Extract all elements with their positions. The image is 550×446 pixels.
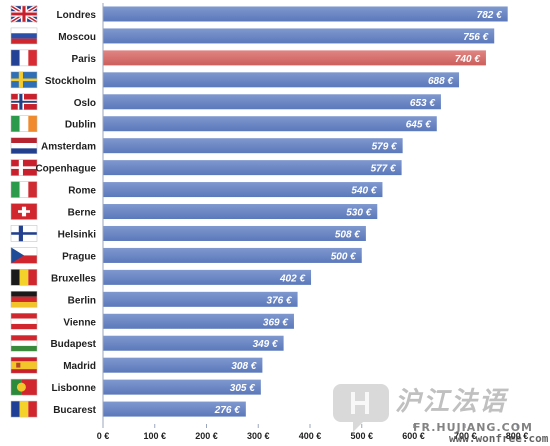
- bar-highlighted: [103, 50, 486, 66]
- bar: [103, 225, 366, 241]
- bar: [103, 94, 441, 110]
- category-label: Madrid: [63, 361, 96, 372]
- bar: [103, 379, 261, 395]
- switzerland-flag-icon: [10, 203, 38, 220]
- category-label: Berne: [68, 208, 97, 219]
- bar: [103, 204, 378, 220]
- category-label: Copenhague: [35, 164, 96, 175]
- data-label: 653 €: [410, 98, 435, 109]
- germany-flag-icon: [10, 291, 38, 308]
- category-label: Prague: [62, 251, 96, 262]
- category-label: Rome: [68, 186, 96, 197]
- category-label: Berlin: [68, 295, 96, 306]
- data-label: 579 €: [372, 142, 397, 153]
- bar: [103, 28, 495, 44]
- romania-flag-icon: [10, 400, 38, 418]
- sweden-flag-icon: [10, 71, 38, 89]
- czech-flag-icon: [10, 247, 38, 264]
- data-label: 688 €: [428, 76, 453, 87]
- x-tick-label: 200 €: [195, 431, 218, 441]
- watermark: 沪江法语 FR.HUJIANG.COM www.wonfree.com: [333, 378, 549, 445]
- data-label: 402 €: [279, 273, 305, 284]
- data-label: 540 €: [351, 186, 376, 197]
- data-label: 577 €: [371, 164, 396, 175]
- data-label: 276 €: [214, 405, 240, 416]
- bar: [103, 116, 437, 132]
- category-label: Oslo: [74, 98, 96, 109]
- ireland-flag-icon: [10, 115, 38, 132]
- x-tick-label: 0 €: [97, 431, 110, 441]
- data-label: 740 €: [455, 54, 480, 65]
- portugal-flag-icon: [10, 378, 38, 396]
- x-tick-label: 100 €: [143, 431, 166, 441]
- spain-flag-icon: [10, 356, 38, 374]
- category-label: Londres: [57, 10, 97, 21]
- category-label: Stockholm: [45, 76, 96, 87]
- category-label: Paris: [72, 54, 97, 65]
- x-tick-label: 500 €: [350, 431, 373, 441]
- bar: [103, 138, 403, 154]
- bar: [103, 291, 298, 307]
- watermark-url-secondary: www.wonfree.com: [449, 432, 549, 445]
- bar: [103, 182, 383, 198]
- bar: [103, 72, 460, 88]
- x-tick-label: 700 €: [454, 431, 477, 441]
- x-tick-label: 400 €: [299, 431, 322, 441]
- category-label: Helsinki: [58, 229, 97, 240]
- france-flag-icon: [10, 49, 38, 67]
- watermark-url: FR.HUJIANG.COM: [413, 421, 533, 434]
- data-label: 349 €: [253, 339, 278, 350]
- bar: [103, 247, 362, 263]
- category-label: Bruxelles: [51, 273, 96, 284]
- uk-flag-icon: [9, 4, 39, 24]
- bar: [103, 357, 263, 373]
- norway-flag-icon: [10, 93, 38, 111]
- denmark-flag-icon: [10, 159, 38, 176]
- data-label: 369 €: [263, 317, 288, 328]
- data-label: 500 €: [331, 251, 356, 262]
- watermark-text: 沪江法语: [395, 387, 508, 417]
- category-label: Budapest: [50, 339, 96, 350]
- x-tick-label: 800 €: [506, 431, 529, 441]
- category-label: Dublin: [65, 120, 96, 131]
- data-label: 782 €: [477, 10, 502, 21]
- italy-flag-icon: [10, 181, 38, 198]
- data-label: 645 €: [406, 120, 431, 131]
- category-label: Bucarest: [53, 405, 96, 416]
- category-label: Vienne: [63, 317, 96, 328]
- x-tick-label: 600 €: [402, 431, 425, 441]
- x-tick-label: 300 €: [247, 431, 270, 441]
- data-label: 308 €: [231, 361, 256, 372]
- netherlands-flag-icon: [10, 137, 38, 154]
- bar: [103, 313, 294, 329]
- bar: [103, 6, 508, 22]
- russia-flag-icon: [10, 27, 38, 45]
- category-label: Moscou: [58, 32, 96, 43]
- bar: [103, 160, 402, 176]
- austria-flag-icon: [10, 313, 38, 330]
- belgium-flag-icon: [10, 269, 38, 286]
- finland-flag-icon: [10, 225, 38, 242]
- category-label: Amsterdam: [41, 142, 96, 153]
- bar: [103, 335, 284, 351]
- data-label: 376 €: [267, 295, 292, 306]
- category-label: Lisbonne: [52, 383, 97, 394]
- bar: [103, 401, 246, 417]
- bar: [103, 269, 312, 285]
- data-label: 530 €: [346, 208, 371, 219]
- data-label: 305 €: [230, 383, 255, 394]
- hungary-flag-icon: [10, 334, 38, 352]
- data-label: 756 €: [463, 32, 488, 43]
- hujiang-logo-icon: [333, 384, 389, 432]
- data-label: 508 €: [335, 229, 360, 240]
